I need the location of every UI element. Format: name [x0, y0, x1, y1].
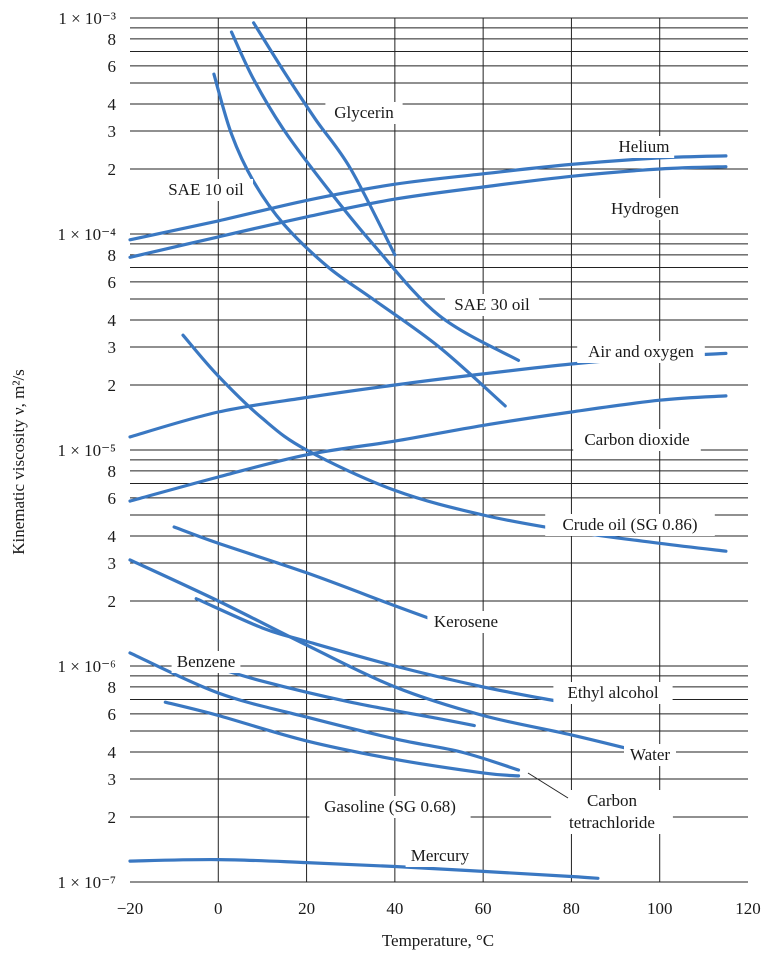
y-tick-label: 1 × 10⁻⁶ — [58, 657, 117, 676]
label-backdrop — [553, 682, 673, 704]
label-backdrop — [325, 102, 403, 124]
x-tick-label: 100 — [647, 899, 673, 918]
curve-label-air-and-oxygen: Air and oxygen — [588, 342, 694, 361]
y-tick-label: 1 × 10⁻⁴ — [58, 225, 117, 244]
curve-label-glycerin: Glycerin — [334, 103, 394, 122]
curve-mercury — [128, 857, 600, 880]
curve-label-mercury: Mercury — [411, 846, 470, 865]
curve-label-helium: Helium — [619, 137, 670, 156]
x-tick-label: 40 — [386, 899, 403, 918]
x-tick-label: 120 — [735, 899, 761, 918]
label-backdrop — [551, 790, 673, 834]
curve-label-gasoline-sg-0-68: Gasoline (SG 0.68) — [324, 797, 456, 816]
curve-label-kerosene: Kerosene — [434, 612, 498, 631]
label-backdrop — [445, 294, 539, 316]
y-axis-title: Kinematic viscosity ν, m²/s — [9, 369, 28, 555]
x-tick-label: 20 — [298, 899, 315, 918]
curve-labels: Glycerin SAE 10 oil SAE 30 oil Helium Hydrog… — [159, 102, 715, 867]
y-tick-label: 6 — [108, 273, 117, 292]
label-backdrop — [405, 845, 475, 867]
curve-air-and-oxygen — [128, 351, 728, 439]
y-tick-label: 2 — [108, 592, 117, 611]
y-tick-label: 4 — [108, 527, 117, 546]
curve-label-carbon-tetrachloride: Carbon tetrachloride — [569, 791, 655, 832]
label-backdrop — [159, 179, 253, 201]
y-tick-label: 6 — [108, 705, 117, 724]
label-backdrop — [573, 429, 701, 451]
curve-carbon-tetrachloride — [194, 659, 476, 728]
y-tick-label: 3 — [108, 338, 117, 357]
curve-label-carbon-dioxide: Carbon dioxide — [584, 430, 689, 449]
curve-label-hydrogen: Hydrogen — [611, 199, 679, 218]
label-backdrop — [427, 611, 505, 633]
curve-label-crude-oil-sg-0-86: Crude oil (SG 0.86) — [562, 515, 697, 534]
data-curves — [128, 21, 728, 880]
label-leader — [527, 772, 569, 799]
y-tick-label: 1 × 10⁻⁵ — [58, 441, 117, 460]
y-tick-label: 3 — [108, 122, 117, 141]
label-backdrop — [545, 514, 715, 536]
curve-crude-oil-sg-0-86 — [181, 333, 728, 553]
y-tick-label: 6 — [108, 489, 117, 508]
x-tick-label: 60 — [475, 899, 492, 918]
y-tick-label: 4 — [108, 95, 117, 114]
label-backdrop — [624, 744, 676, 766]
y-tick-label: 2 — [108, 160, 117, 179]
curve-label-ethyl-alcohol: Ethyl alcohol — [567, 683, 658, 702]
curve-benzene — [128, 558, 653, 756]
x-tick-label: 80 — [563, 899, 580, 918]
curve-helium — [128, 154, 728, 242]
curve-gasoline-sg-0-68 — [163, 700, 521, 778]
curve-kerosene — [172, 525, 441, 624]
curve-water — [128, 651, 521, 772]
y-tick-label: 4 — [108, 311, 117, 330]
curve-carbon-dioxide — [128, 394, 728, 503]
y-tick-label: 8 — [108, 462, 117, 481]
label-backdrop — [613, 136, 675, 158]
y-tick-label: 2 — [108, 376, 117, 395]
label-backdrop — [577, 341, 705, 363]
curve-label-benzene: Benzene — [177, 652, 236, 671]
y-tick-label: 8 — [108, 30, 117, 49]
y-tick-label: 3 — [108, 554, 117, 573]
y-tick-label: 1 × 10⁻⁷ — [58, 873, 117, 892]
x-tick-label: −20 — [117, 899, 144, 918]
y-tick-label: 2 — [108, 808, 117, 827]
label-backdrop — [606, 198, 684, 220]
y-tick-label: 4 — [108, 743, 117, 762]
curve-sae-10-oil — [212, 72, 507, 408]
y-tick-label: 8 — [108, 678, 117, 697]
label-backdrop — [171, 651, 241, 673]
x-tick-label: 0 — [214, 899, 223, 918]
y-tick-label: 8 — [108, 246, 117, 265]
tick-labels: 1 × 10⁻³ 8 6 4 3 2 1 × 10⁻⁴ 8 6 4 3 2 1 × 10⁻⁵ 8 6 4 3 2 1… — [58, 9, 761, 918]
curve-ethyl-alcohol — [194, 597, 565, 704]
curve-glycerin — [252, 21, 397, 257]
label-backdrop — [309, 796, 471, 818]
y-tick-label: 1 × 10⁻³ — [58, 9, 116, 28]
curve-label-sae-10-oil: SAE 10 oil — [168, 180, 244, 199]
x-axis-title: Temperature, °C — [382, 931, 494, 950]
y-tick-label: 3 — [108, 770, 117, 789]
curve-label-water: Water — [630, 745, 670, 764]
y-tick-label: 6 — [108, 57, 117, 76]
curve-label-sae-30-oil: SAE 30 oil — [454, 295, 530, 314]
curve-hydrogen — [128, 165, 728, 259]
